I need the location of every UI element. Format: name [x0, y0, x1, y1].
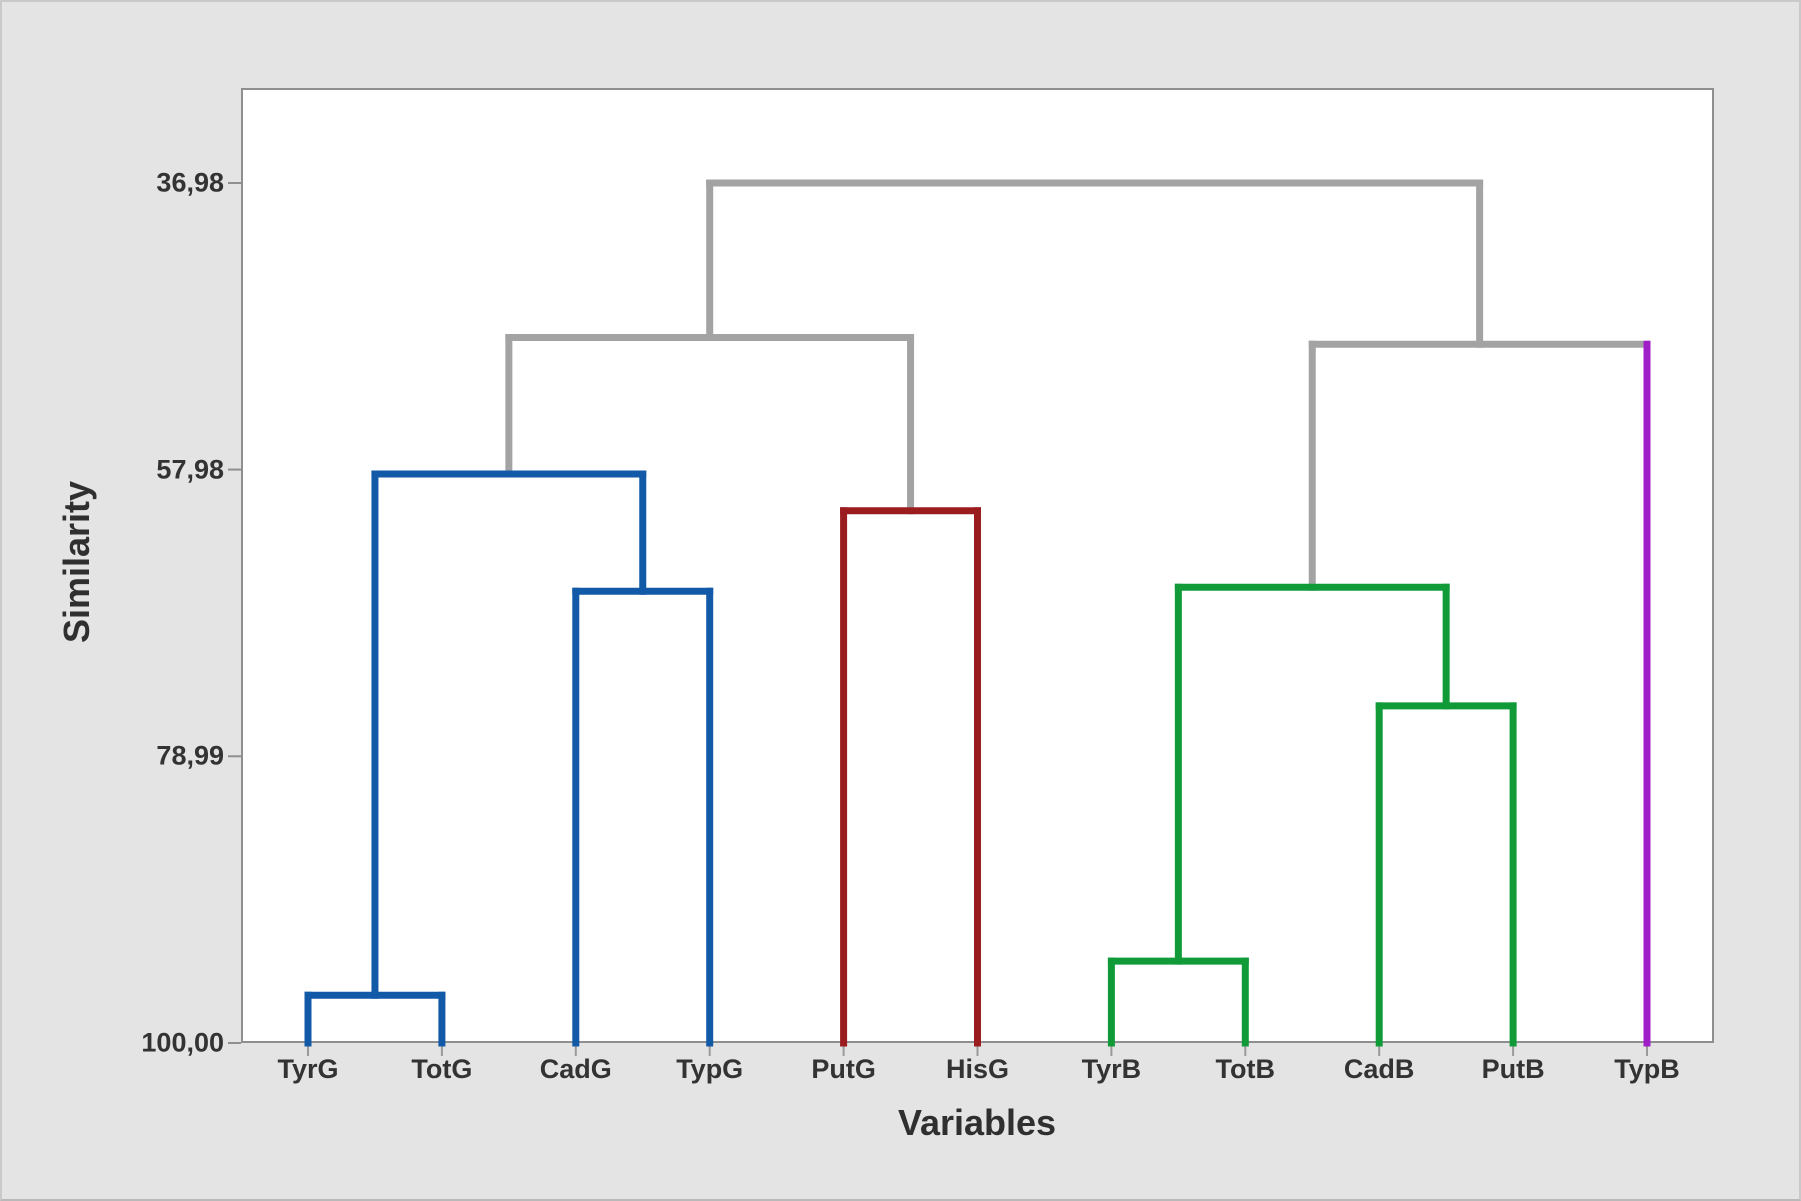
- x-axis-leaf-label: PutB: [1481, 1054, 1545, 1084]
- x-axis-leaf-label: TotG: [411, 1054, 473, 1084]
- y-axis-tick-label: 36,98: [156, 167, 224, 198]
- y-axis-tick-label: 57,98: [156, 454, 224, 485]
- y-axis-title: Similarity: [56, 480, 97, 644]
- x-axis-leaf-label: HisG: [945, 1054, 1010, 1084]
- x-axis-leaf-label: TyrB: [1081, 1054, 1142, 1084]
- x-axis-leaf-label: TyrG: [277, 1054, 339, 1084]
- x-axis-leaf-label: PutG: [811, 1054, 876, 1084]
- x-axis-title: Variables: [897, 1102, 1057, 1143]
- x-axis-leaf-label: CadB: [1343, 1054, 1415, 1084]
- y-axis-tick-label: 100,00: [141, 1027, 224, 1058]
- x-axis-leaf-label: CadG: [539, 1054, 612, 1084]
- x-axis-leaf-label: TypB: [1614, 1054, 1680, 1084]
- x-axis-leaf-label: TotB: [1215, 1054, 1276, 1084]
- y-axis-tick-label: 78,99: [156, 740, 224, 771]
- x-axis-leaf-label: TypG: [676, 1054, 744, 1084]
